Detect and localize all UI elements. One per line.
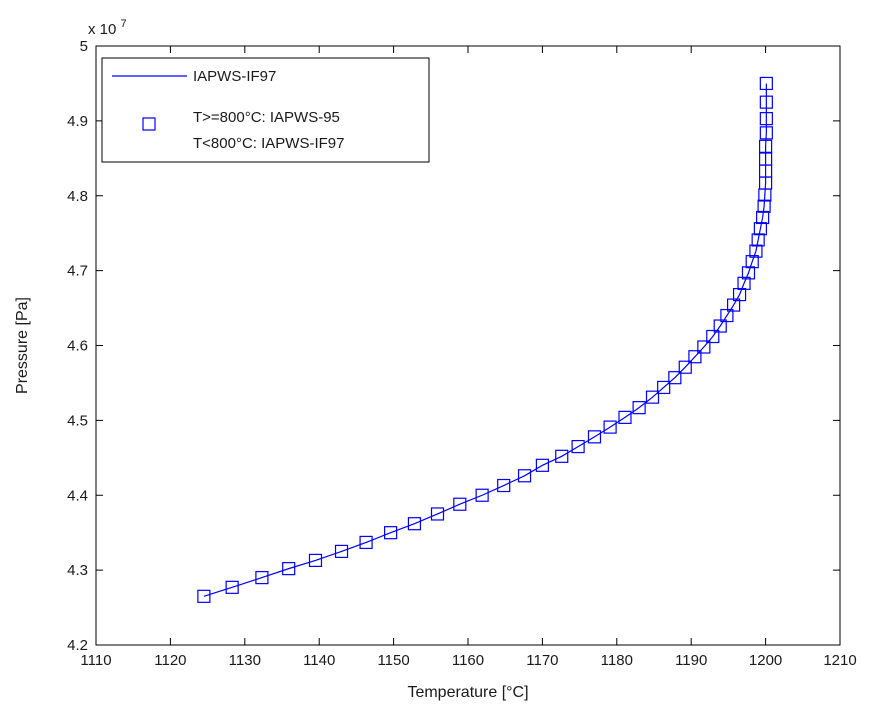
square-marker	[359, 535, 373, 550]
legend-marker-label-line2: T<800°C: IAPWS-IF97	[193, 135, 344, 152]
x-tick-label: 1110	[80, 652, 111, 669]
square-marker	[737, 276, 751, 290]
square-marker	[678, 360, 692, 374]
y-tick-label: 4.9	[67, 113, 88, 130]
square-marker	[758, 152, 773, 166]
square-marker	[407, 517, 422, 531]
x-tick-label: 1190	[675, 652, 707, 669]
square-marker	[759, 126, 773, 140]
legend-line-label: IAPWS-IF97	[193, 68, 276, 85]
square-marker	[759, 95, 773, 109]
x-tick-label: 1170	[526, 652, 558, 669]
legend: IAPWS-IF97 T>=800°C: IAPWS-95 T<800°C: I…	[101, 57, 430, 163]
square-marker	[688, 350, 702, 364]
square-marker	[308, 553, 323, 567]
y-exponent-label: x 10 7	[88, 18, 127, 38]
x-tick-labels: 1110 1120 1130 1140 1150 1160 1170 1180 1190 1200…	[80, 652, 856, 669]
legend-square-marker-icon	[142, 117, 156, 131]
square-marker	[282, 562, 296, 576]
y-exponent-base: x 10	[88, 21, 116, 38]
y-tick-label: 4.3	[67, 562, 88, 579]
y-exponent-power: 7	[121, 18, 127, 30]
x-tick-label: 1160	[452, 652, 484, 669]
x-tick-label: 1200	[749, 652, 782, 669]
square-marker	[657, 380, 671, 395]
square-marker	[749, 244, 763, 258]
y-tick-label: 4.7	[67, 263, 88, 280]
square-marker	[713, 319, 727, 333]
series-iapws-if97-line	[203, 83, 767, 597]
square-marker	[720, 308, 734, 323]
square-marker	[497, 478, 511, 493]
square-marker	[759, 112, 773, 126]
y-tick-labels: 4.2 4.3 4.4 4.5 4.6 4.7 4.8 4.9 5	[67, 38, 88, 654]
square-marker	[668, 371, 682, 385]
y-tick-label: 4.6	[67, 338, 88, 355]
square-marker	[758, 139, 773, 153]
square-marker	[225, 580, 239, 594]
square-marker	[555, 449, 569, 463]
y-tick-label: 4.2	[67, 637, 88, 654]
square-marker	[587, 430, 602, 444]
y-axis-label: Pressure [Pa]	[14, 297, 31, 394]
square-marker	[753, 222, 767, 236]
square-marker	[756, 210, 770, 225]
axis-ticks	[95, 45, 841, 646]
square-marker	[706, 329, 720, 344]
square-marker	[603, 420, 617, 434]
y-tick-label: 4.5	[67, 412, 88, 429]
square-marker	[535, 458, 550, 472]
square-marker	[745, 255, 759, 269]
square-marker	[430, 507, 445, 521]
x-axis-label: Temperature [°C]	[407, 684, 528, 701]
x-tick-label: 1150	[377, 652, 409, 669]
square-marker	[475, 488, 489, 502]
square-marker	[384, 526, 398, 540]
square-marker	[453, 497, 467, 511]
square-marker	[741, 266, 756, 280]
series-line-path	[203, 83, 767, 597]
x-tick-label: 1210	[823, 652, 856, 669]
y-tick-label: 4.4	[67, 487, 88, 504]
x-tick-label: 1180	[601, 652, 633, 669]
square-marker	[255, 571, 269, 585]
square-marker	[732, 287, 747, 302]
square-marker	[334, 544, 349, 559]
y-tick-label: 4.8	[67, 188, 88, 205]
square-marker	[759, 76, 773, 91]
square-marker	[571, 439, 585, 454]
square-marker	[197, 589, 211, 603]
square-marker	[618, 410, 632, 424]
x-tick-label: 1120	[154, 652, 186, 669]
square-marker	[517, 469, 532, 483]
legend-marker-label-line1: T>=800°C: IAPWS-95	[193, 109, 340, 126]
y-tick-label: 5	[80, 38, 88, 55]
legend-box	[101, 57, 430, 163]
square-marker	[751, 233, 765, 247]
square-marker	[645, 390, 660, 404]
x-tick-label: 1140	[303, 652, 335, 669]
square-marker	[697, 340, 711, 354]
x-tick-label: 1130	[229, 652, 261, 669]
square-marker	[632, 401, 646, 415]
series-iapws-95-markers	[197, 76, 773, 603]
square-marker	[757, 199, 771, 213]
